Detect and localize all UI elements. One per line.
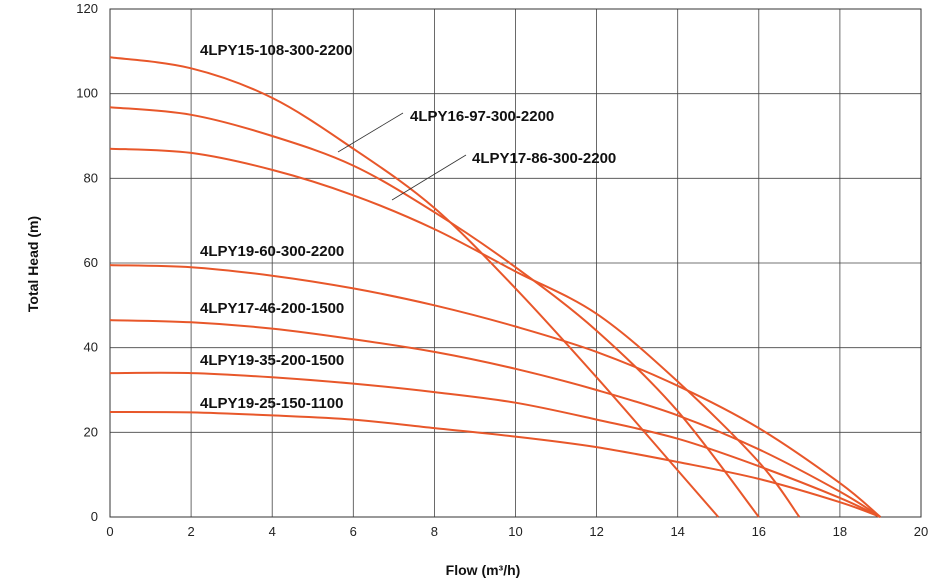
series-label-leader	[337, 112, 404, 153]
series-line-6	[109, 371, 881, 518]
y-tick-label: 80	[84, 170, 98, 185]
series-label-leader	[391, 154, 467, 201]
curves	[109, 56, 882, 518]
y-tick-label: 20	[84, 424, 98, 439]
series-label-5: 4LPY17-46-200-1500	[200, 300, 344, 317]
y-tick-label: 40	[84, 340, 98, 355]
series-label-3: 4LPY17-86-300-2200	[472, 150, 616, 167]
series-line-2	[109, 106, 760, 518]
y-tick-label: 100	[76, 86, 98, 101]
series-label-1: 4LPY15-108-300-2200	[200, 42, 353, 59]
series-line-3	[109, 147, 801, 518]
x-tick-label: 8	[431, 524, 438, 539]
y-tick-label: 60	[84, 255, 98, 270]
x-tick-label: 12	[589, 524, 603, 539]
y-tick-label: 0	[91, 509, 98, 524]
x-tick-label: 10	[508, 524, 522, 539]
y-axis-label: Total Head (m)	[25, 216, 41, 312]
x-tick-label: 6	[350, 524, 357, 539]
series-line-1	[109, 56, 720, 518]
series-label-2: 4LPY16-97-300-2200	[410, 108, 554, 125]
series-line-4	[109, 264, 882, 518]
x-tick-label: 0	[106, 524, 113, 539]
x-tick-label: 14	[670, 524, 684, 539]
series-labels: 4LPY15-108-300-2200 4LPY16-97-300-2200 4LP…	[200, 42, 616, 412]
x-tick-label: 16	[752, 524, 766, 539]
series-line-7	[109, 411, 881, 518]
series-label-7: 4LPY19-25-150-1100	[200, 395, 343, 412]
tick-labels: 0 2 4 6 8 10 12 14 16 18 20 0 20 40 60 80 100 120	[76, 1, 928, 539]
x-tick-label: 18	[833, 524, 847, 539]
x-axis-label: Flow (m³/h)	[446, 562, 521, 578]
grid	[109, 8, 922, 518]
series-label-6: 4LPY19-35-200-1500	[200, 352, 344, 369]
y-tick-label: 120	[76, 1, 98, 16]
series-label-4: 4LPY19-60-300-2200	[200, 243, 344, 260]
x-tick-label: 2	[187, 524, 194, 539]
series-line-5	[109, 319, 881, 518]
x-tick-label: 20	[914, 524, 928, 539]
plot-frame	[109, 8, 922, 518]
x-tick-label: 4	[269, 524, 276, 539]
